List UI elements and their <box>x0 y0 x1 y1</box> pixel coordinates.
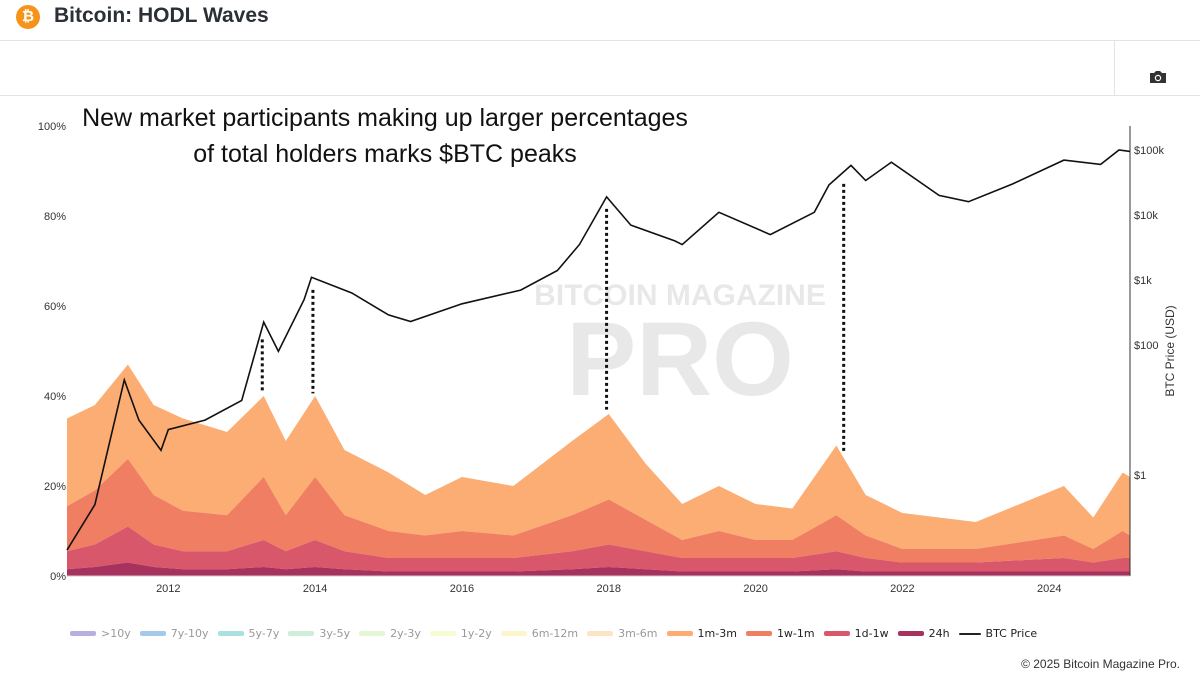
legend-swatch <box>745 631 772 636</box>
legend-item-3m-6m[interactable]: 3m-6m <box>587 627 658 640</box>
area-1w-1m <box>67 459 1130 563</box>
legend: >10y 7y-10y 5y-7y 3y-5y 2y-3y 1y-2y 6m-12m 3m-6… <box>70 627 1037 640</box>
y-tick-label: 40% <box>44 391 66 403</box>
y2-axis-label: BTC Price (USD) <box>1163 305 1177 396</box>
legend-label: 2y-3y <box>390 627 421 640</box>
legend-label: 7y-10y <box>170 627 209 640</box>
svg-text:PRO: PRO <box>566 301 794 418</box>
page-title: Bitcoin: HODL Waves <box>54 4 269 27</box>
legend-item-1m-3m[interactable]: 1m-3m <box>666 627 737 640</box>
legend-item-3y-5y[interactable]: 3y-5y <box>288 627 350 640</box>
x-tick-label: 2018 <box>597 583 621 595</box>
legend-label: 24h <box>928 627 950 640</box>
x-tick-label: 2016 <box>450 583 474 595</box>
legend-label: 3m-6m <box>618 627 658 640</box>
x-tick-label: 2014 <box>303 583 327 595</box>
svg-text:BITCOIN MAGAZINE: BITCOIN MAGAZINE <box>534 279 826 312</box>
bitcoin-logo: ₿ <box>16 5 40 29</box>
legend-swatch <box>958 632 981 635</box>
legend-label: 1y-2y <box>460 627 492 640</box>
y2-tick-label: $10k <box>1134 210 1158 222</box>
hodl-waves-chart: BITCOIN MAGAZINE PRO 2012 2014 2016 2018 202… <box>38 121 1177 595</box>
y-tick-label: 0% <box>50 571 66 583</box>
legend-item-BTC Price[interactable]: BTC Price <box>958 627 1038 640</box>
x-tick-label: 2020 <box>743 583 767 595</box>
y2-tick-label: $100 <box>1134 340 1158 352</box>
legend-label: 6m-12m <box>531 627 579 640</box>
legend-swatch <box>587 631 614 636</box>
legend-item-6m-12m[interactable]: 6m-12m <box>500 627 579 640</box>
legend-swatch <box>217 631 244 636</box>
y-tick-label: 80% <box>44 211 66 223</box>
legend-item-7y-10y[interactable]: 7y-10y <box>139 627 209 640</box>
legend-label: >10y <box>101 627 131 640</box>
y-tick-label: 60% <box>44 301 66 313</box>
camera-icon <box>1150 71 1166 83</box>
legend-label: 5y-7y <box>248 627 280 640</box>
legend-swatch <box>70 631 96 636</box>
legend-swatch <box>359 631 386 636</box>
watermark: BITCOIN MAGAZINE PRO <box>534 279 826 418</box>
legend-swatch <box>666 631 693 636</box>
legend-item-24h[interactable]: 24h <box>897 627 950 640</box>
area-1d-1w <box>67 526 1130 572</box>
legend-item-1d-1w[interactable]: 1d-1w <box>823 627 889 640</box>
screenshot-button[interactable] <box>1114 41 1200 95</box>
toolbar <box>0 41 1200 96</box>
y2-tick-label: $1k <box>1134 275 1152 287</box>
chart-annotation: New market participants making up larger… <box>82 104 688 168</box>
header: ₿ Bitcoin: HODL Waves <box>0 0 1200 41</box>
x-tick-label: 2012 <box>156 583 180 595</box>
legend-label: 1w-1m <box>776 627 815 640</box>
y2-tick-label: $1 <box>1134 470 1146 482</box>
legend-label: 1d-1w <box>854 627 889 640</box>
x-tick-label: 2024 <box>1037 583 1061 595</box>
y-tick-label: 100% <box>38 121 66 133</box>
legend-swatch <box>139 631 166 636</box>
legend-swatch <box>897 631 924 636</box>
legend-item-1y-2y[interactable]: 1y-2y <box>429 627 492 640</box>
legend-swatch <box>500 631 527 636</box>
y-tick-label: 20% <box>44 481 66 493</box>
area-24h <box>67 562 1130 576</box>
x-tick-label: 2022 <box>890 583 914 595</box>
legend-label: BTC Price <box>985 627 1038 640</box>
legend-swatch <box>823 631 850 636</box>
legend-item-5y-7y[interactable]: 5y-7y <box>217 627 280 640</box>
legend-label: 3y-5y <box>319 627 351 640</box>
legend-swatch <box>288 631 315 636</box>
area-1m-3m <box>67 364 1130 549</box>
legend-item-2y-3y[interactable]: 2y-3y <box>359 627 421 640</box>
legend-label: 1m-3m <box>697 627 737 640</box>
copyright: © 2025 Bitcoin Magazine Pro. <box>1021 657 1180 671</box>
y2-tick-label: $100k <box>1134 145 1164 157</box>
legend-item->10y[interactable]: >10y <box>70 627 131 640</box>
legend-item-1w-1m[interactable]: 1w-1m <box>745 627 815 640</box>
btc-price-line <box>66 149 1131 551</box>
legend-swatch <box>429 631 456 636</box>
